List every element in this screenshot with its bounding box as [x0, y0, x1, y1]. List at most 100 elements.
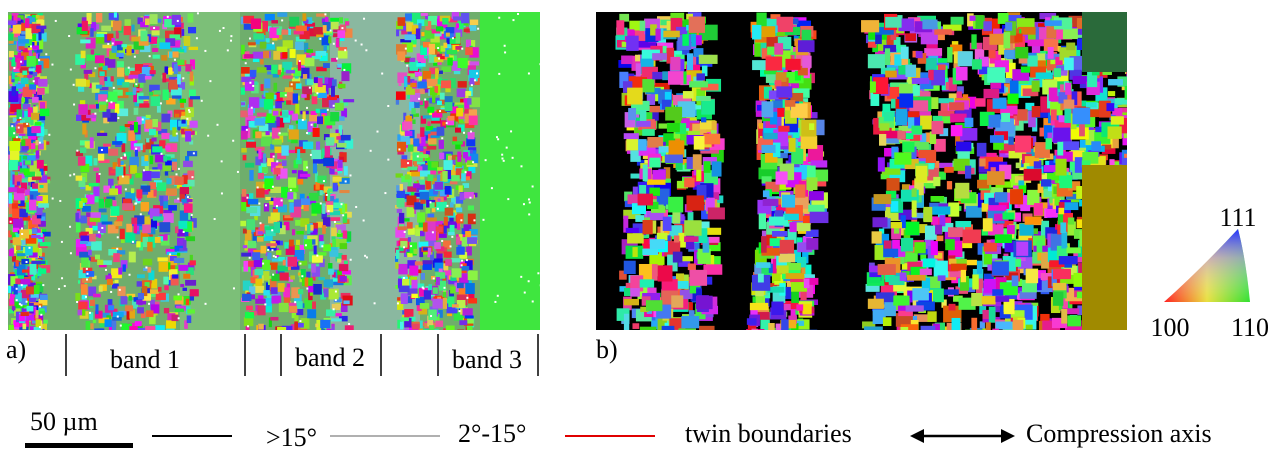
- speckle: [117, 236, 119, 238]
- grain: [469, 61, 479, 65]
- grain: [275, 147, 282, 153]
- grain: [650, 239, 665, 249]
- grain: [439, 71, 443, 74]
- grain: [661, 31, 680, 38]
- grain: [245, 312, 254, 318]
- speckle: [125, 188, 127, 190]
- grain: [789, 222, 796, 232]
- grain: [27, 56, 36, 67]
- grain: [307, 79, 314, 85]
- grain: [153, 216, 164, 220]
- grain: [771, 302, 783, 315]
- grain: [435, 182, 443, 190]
- speckle: [506, 147, 508, 149]
- grain: [99, 286, 103, 292]
- grain: [312, 301, 316, 308]
- speckle: [265, 204, 267, 206]
- grain: [1034, 161, 1042, 168]
- grain: [411, 108, 415, 114]
- grain: [636, 63, 641, 76]
- grain: [456, 237, 460, 245]
- grain: [294, 199, 302, 206]
- grain: [38, 32, 41, 40]
- speckle: [221, 160, 223, 162]
- grain: [313, 163, 317, 173]
- speckle: [432, 231, 434, 233]
- grain: [241, 102, 245, 105]
- speckle: [512, 19, 514, 21]
- grain: [457, 330, 464, 336]
- grain: [97, 133, 107, 136]
- grain: [255, 118, 266, 126]
- speckle: [299, 320, 301, 322]
- grain: [464, 192, 474, 198]
- speckle: [281, 19, 283, 21]
- grain: [952, 318, 961, 331]
- grain: [986, 322, 991, 331]
- grain: [421, 37, 426, 40]
- grain: [245, 163, 254, 168]
- grain: [896, 109, 907, 126]
- speckle: [132, 241, 134, 243]
- speckle: [485, 159, 487, 161]
- grain: [241, 131, 248, 140]
- grain: [27, 75, 32, 78]
- grain: [901, 47, 909, 59]
- grain: [990, 135, 1004, 143]
- grain: [303, 142, 313, 150]
- grain: [331, 318, 342, 321]
- grain: [36, 15, 40, 19]
- grain: [450, 202, 454, 207]
- grain: [316, 109, 320, 113]
- grain: [884, 112, 894, 121]
- grain: [141, 202, 149, 211]
- speckle: [501, 154, 503, 156]
- grain: [137, 307, 144, 313]
- grain: [261, 136, 272, 146]
- grain: [461, 13, 469, 23]
- grain: [396, 91, 406, 99]
- grain: [693, 154, 702, 170]
- grain: [22, 324, 26, 330]
- grain: [166, 188, 177, 195]
- speckle: [504, 45, 506, 47]
- grain: [314, 245, 317, 254]
- speckle: [540, 284, 542, 286]
- grain: [152, 119, 158, 127]
- speckle: [446, 205, 448, 207]
- speckle: [45, 53, 47, 55]
- grain: [878, 157, 885, 171]
- speckle: [61, 241, 63, 243]
- grain: [183, 240, 187, 250]
- grain: [956, 91, 961, 98]
- grain: [260, 59, 264, 64]
- grain: [1084, 328, 1102, 341]
- grain: [255, 279, 262, 286]
- grain: [404, 218, 410, 221]
- grain: [861, 20, 879, 32]
- speckle: [214, 218, 216, 220]
- grain: [244, 317, 253, 326]
- grain: [161, 133, 169, 139]
- grain: [424, 290, 431, 299]
- grain: [987, 171, 1005, 185]
- speckle: [403, 277, 405, 279]
- speckle: [271, 229, 273, 231]
- grain: [241, 67, 250, 74]
- grain: [413, 249, 417, 254]
- speckle: [176, 173, 178, 175]
- grain: [265, 14, 275, 21]
- grain: [175, 114, 179, 118]
- speckle: [302, 119, 304, 121]
- grain: [75, 213, 78, 222]
- grain: [947, 47, 952, 63]
- grain: [327, 96, 337, 100]
- grain: [468, 271, 478, 280]
- speckle: [497, 138, 499, 140]
- grain: [772, 100, 783, 108]
- speckle: [59, 200, 61, 202]
- grain: [9, 51, 14, 57]
- grain: [461, 173, 466, 181]
- grain: [282, 30, 289, 35]
- grain: [1032, 106, 1041, 117]
